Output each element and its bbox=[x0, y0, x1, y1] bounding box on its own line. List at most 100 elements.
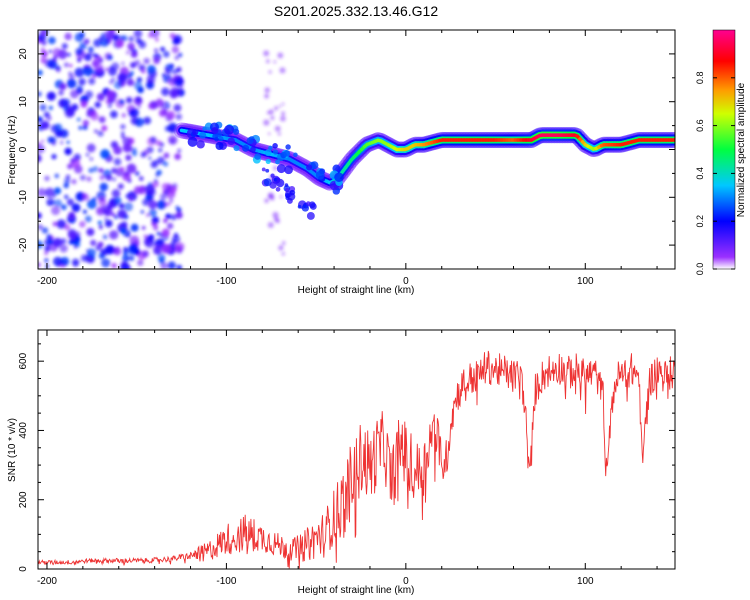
noise-speckle bbox=[52, 221, 58, 227]
noise-speckle bbox=[109, 199, 116, 205]
colorbar-tick-label: 0.2 bbox=[695, 215, 705, 228]
noise-speckle bbox=[143, 116, 152, 125]
noise-speckle bbox=[162, 50, 170, 58]
ridge-blob bbox=[276, 164, 286, 174]
noise-speckle bbox=[38, 116, 43, 123]
noise-speckle bbox=[69, 63, 73, 68]
noise-speckle bbox=[121, 134, 125, 139]
noise-speckle bbox=[145, 193, 154, 202]
noise-speckle bbox=[79, 174, 86, 181]
noise-speckle bbox=[93, 38, 102, 48]
noise-speckle bbox=[52, 256, 63, 267]
noise-speckle bbox=[147, 32, 153, 38]
noise-speckle bbox=[111, 262, 117, 269]
noise-speckle bbox=[169, 87, 180, 98]
noise-speckle bbox=[166, 110, 176, 120]
noise-speckle bbox=[112, 33, 120, 41]
y-tick-label: 20 bbox=[18, 48, 29, 60]
x-tick-label: -200 bbox=[37, 276, 57, 287]
noise-speckle bbox=[122, 172, 131, 182]
x-tick-label: -100 bbox=[216, 576, 236, 587]
y-tick-label: 400 bbox=[18, 422, 29, 439]
noise-speckle bbox=[116, 39, 124, 48]
noise-speckle bbox=[91, 60, 99, 68]
noise-speckle bbox=[38, 91, 42, 97]
noise-speckle bbox=[114, 215, 118, 220]
noise-speckle bbox=[80, 100, 88, 108]
noise-speckle bbox=[38, 224, 43, 230]
noise-speckle bbox=[89, 107, 94, 111]
noise-speckle bbox=[97, 130, 104, 137]
noise-speckle bbox=[122, 254, 130, 262]
noise-speckle bbox=[104, 217, 108, 221]
noise-speckle bbox=[167, 135, 178, 145]
noise-speckle bbox=[171, 69, 178, 75]
ridge-blob bbox=[284, 183, 289, 187]
noise-speckle bbox=[117, 209, 127, 219]
ridge-blob bbox=[233, 145, 240, 152]
noise-speckle bbox=[153, 57, 161, 65]
noise-speckle bbox=[38, 240, 43, 249]
noise-speckle bbox=[59, 244, 68, 253]
noise-speckle bbox=[61, 43, 68, 50]
noise-speckle bbox=[157, 156, 165, 165]
noise-speckle bbox=[154, 37, 159, 42]
y-tick-label: 0 bbox=[18, 146, 29, 152]
noise-speckle bbox=[125, 154, 132, 161]
noise-speckle bbox=[56, 219, 66, 229]
noise-speckle bbox=[175, 113, 183, 121]
noise-speckle bbox=[153, 159, 159, 165]
noise-speckle bbox=[148, 156, 152, 160]
noise-speckle bbox=[78, 78, 86, 86]
noise-speckle bbox=[170, 213, 177, 221]
noise-speckle bbox=[78, 125, 83, 130]
noise-speckle bbox=[172, 183, 178, 189]
noise-speckle bbox=[177, 148, 182, 153]
noise-speckle bbox=[159, 193, 167, 201]
noise-speckle bbox=[60, 256, 70, 266]
noise-speckle bbox=[120, 131, 125, 135]
noise-speckle bbox=[86, 199, 97, 210]
noise-speckle bbox=[47, 238, 54, 245]
noise-speckle bbox=[44, 245, 51, 252]
noise-speckle bbox=[281, 241, 286, 245]
noise-speckle bbox=[44, 251, 49, 256]
noise-speckle bbox=[173, 232, 179, 238]
noise-speckle bbox=[54, 187, 62, 195]
noise-speckle bbox=[66, 198, 75, 206]
noise-speckle bbox=[264, 198, 269, 204]
noise-speckle bbox=[113, 80, 123, 90]
noise-speckle bbox=[99, 174, 105, 181]
noise-speckle bbox=[71, 178, 77, 185]
snr-frame bbox=[37, 329, 676, 570]
noise-speckle bbox=[272, 165, 278, 171]
ridge-blob bbox=[270, 173, 275, 178]
noise-speckle bbox=[274, 125, 281, 132]
noise-speckle bbox=[86, 176, 92, 182]
snr-marks bbox=[38, 350, 675, 569]
noise-speckle bbox=[117, 72, 128, 83]
noise-speckle bbox=[122, 250, 128, 256]
noise-speckle bbox=[125, 194, 130, 199]
noise-speckle bbox=[98, 197, 107, 207]
ridge-blob bbox=[268, 145, 273, 151]
noise-speckle bbox=[101, 125, 108, 132]
chart-title: S201.2025.332.13.46.G12 bbox=[274, 3, 438, 19]
noise-speckle bbox=[83, 66, 87, 70]
noise-speckle bbox=[140, 185, 144, 189]
noise-speckle bbox=[88, 167, 94, 174]
noise-speckle bbox=[174, 55, 180, 61]
noise-speckle bbox=[117, 183, 124, 190]
ridge-blob bbox=[192, 129, 199, 136]
noise-speckle bbox=[38, 154, 42, 163]
noise-speckle bbox=[153, 247, 162, 255]
noise-speckle bbox=[148, 208, 157, 217]
noise-speckle bbox=[161, 73, 166, 78]
ridge-blob bbox=[293, 152, 298, 158]
noise-speckle bbox=[98, 225, 103, 230]
noise-speckle bbox=[109, 79, 114, 85]
noise-speckle bbox=[133, 30, 143, 38]
noise-speckle bbox=[273, 216, 280, 223]
noise-speckle bbox=[73, 153, 81, 161]
